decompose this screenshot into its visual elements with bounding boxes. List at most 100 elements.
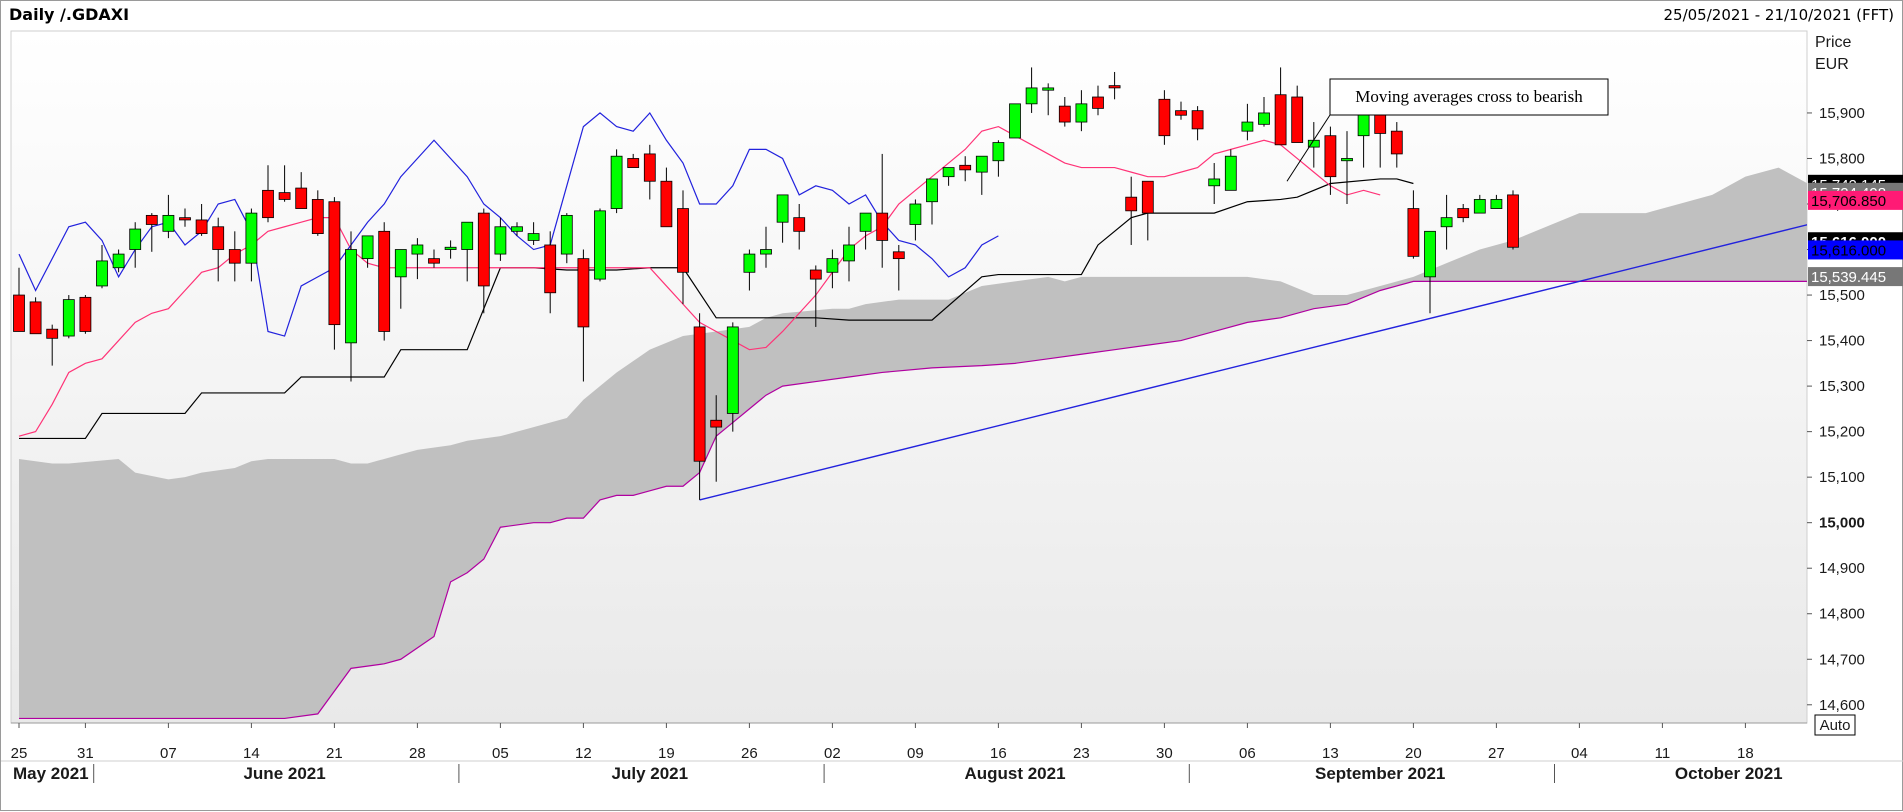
candle-body-up: [1043, 88, 1054, 90]
candle-body-up: [246, 213, 257, 263]
x-month-label: September 2021: [1315, 764, 1445, 783]
x-tick-label: 02: [824, 745, 841, 762]
candle-body-down: [1292, 97, 1303, 143]
candle-body-up: [993, 143, 1004, 161]
candle-body-down: [1176, 111, 1187, 116]
candle-body-down: [180, 218, 191, 220]
y-tick-label: 14,600: [1819, 697, 1865, 714]
candle-body-down: [1192, 111, 1203, 129]
candle-body-down: [146, 215, 157, 224]
y-axis-title-unit: EUR: [1815, 56, 1849, 73]
candle-body-down: [329, 202, 340, 325]
x-month-label: May 2021: [13, 764, 89, 783]
y-tick-label: 14,800: [1819, 606, 1865, 623]
candle-body-down: [810, 270, 821, 279]
candle: [611, 149, 622, 213]
x-tick-label: 25: [11, 745, 28, 762]
x-tick-label: 14: [243, 745, 260, 762]
candle-body-down: [893, 252, 904, 259]
candle-body-down: [694, 327, 705, 461]
candle-body-down: [312, 199, 323, 233]
candle-body-up: [860, 213, 871, 231]
candle: [80, 295, 91, 334]
candle-body-down: [478, 213, 489, 286]
candle-body-up: [495, 227, 506, 254]
candle-body-down: [1126, 197, 1137, 211]
candle-body-down: [263, 190, 274, 217]
candle-body-up: [163, 215, 174, 231]
x-tick-label: 05: [492, 745, 509, 762]
x-tick-label: 09: [907, 745, 924, 762]
x-tick-label: 18: [1737, 745, 1754, 762]
x-tick-label: 30: [1156, 745, 1173, 762]
candle-body-down: [14, 295, 25, 331]
candle-body-down: [1408, 209, 1419, 257]
candle-body-down: [661, 181, 672, 227]
x-tick-label: 04: [1571, 745, 1588, 762]
x-tick-label: 20: [1405, 745, 1422, 762]
candle-body-up: [130, 229, 141, 249]
candle-body-down: [429, 259, 440, 264]
candle-body-down: [1275, 95, 1286, 145]
x-month-label: June 2021: [243, 764, 325, 783]
candle-body-up: [97, 261, 108, 286]
candle-body-up: [561, 215, 572, 254]
candle: [379, 222, 390, 340]
candle-body-up: [1474, 199, 1485, 213]
candle-body-down: [960, 165, 971, 170]
candle-body-up: [777, 195, 788, 222]
candle-body-down: [1458, 209, 1469, 218]
x-tick-label: 28: [409, 745, 426, 762]
candle-body-up: [976, 156, 987, 172]
candle-body-up: [1259, 113, 1270, 124]
candle-body-up: [844, 245, 855, 261]
candle: [30, 297, 41, 333]
candle-body-down: [196, 220, 207, 234]
candle-body-up: [512, 227, 523, 232]
candle-body-up: [395, 250, 406, 277]
price-tag-label: 15,539.445: [1811, 269, 1886, 286]
candle-body-up: [1425, 231, 1436, 277]
candle-body-up: [346, 250, 357, 343]
candle-body-up: [943, 168, 954, 177]
candle-body-down: [644, 154, 655, 181]
candle-body-up: [412, 245, 423, 254]
candle-body-up: [1010, 104, 1021, 138]
candle-body-up: [1026, 88, 1037, 104]
y-tick-label: 15,100: [1819, 469, 1865, 486]
candle-body-down: [229, 250, 240, 264]
y-tick-label: 15,000: [1819, 515, 1865, 532]
candle-body-up: [927, 179, 938, 202]
x-tick-label: 11: [1655, 745, 1671, 762]
candle-body-up: [611, 156, 622, 208]
candle-body-down: [47, 329, 58, 338]
candle-body-up: [445, 247, 456, 249]
candle-body-up: [528, 234, 539, 241]
candle-body-up: [827, 259, 838, 273]
candle-body-down: [30, 302, 41, 334]
candle-body-down: [678, 209, 689, 273]
candle-body-down: [1159, 99, 1170, 135]
y-tick-label: 15,400: [1819, 333, 1865, 350]
candle-body-up: [744, 254, 755, 272]
candle-body-down: [628, 158, 639, 167]
x-month-label: August 2021: [964, 764, 1065, 783]
candle-body-down: [1391, 131, 1402, 154]
candle-body-up: [1441, 218, 1452, 227]
candle-body-up: [1209, 179, 1220, 186]
candle-body-up: [113, 254, 124, 268]
candle-body-down: [1093, 97, 1104, 108]
x-tick-label: 12: [575, 745, 592, 762]
candle: [63, 295, 74, 338]
candle-body-down: [379, 231, 390, 331]
x-tick-label: 26: [741, 745, 758, 762]
candle-body-down: [1059, 106, 1070, 122]
candle-body-down: [80, 297, 91, 331]
candle-body-down: [578, 259, 589, 327]
y-tick-label: 14,900: [1819, 560, 1865, 577]
x-month-label: October 2021: [1675, 764, 1783, 783]
candle-body-down: [296, 188, 307, 208]
x-tick-label: 19: [658, 745, 675, 762]
